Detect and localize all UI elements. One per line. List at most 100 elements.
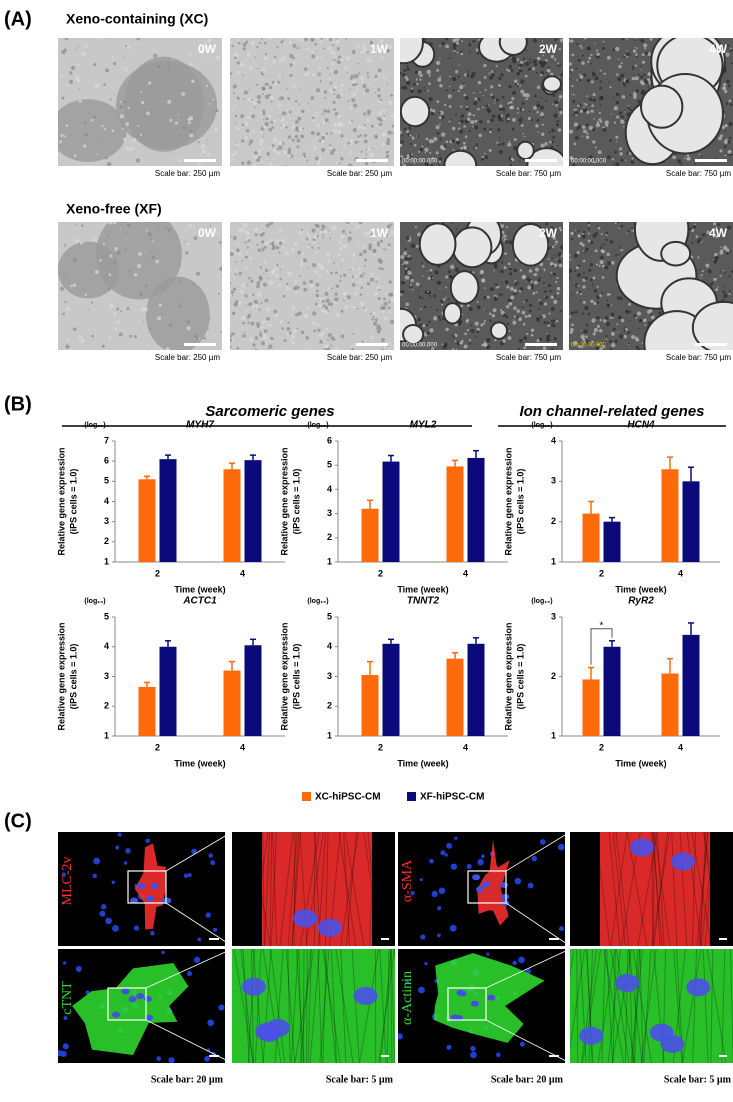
- texture: [312, 238, 316, 242]
- texture: [530, 284, 534, 288]
- texture: [112, 222, 117, 225]
- texture: [143, 307, 149, 312]
- texture: [113, 247, 118, 252]
- texture: [105, 68, 110, 73]
- texture: [378, 267, 381, 270]
- texture: [377, 258, 382, 263]
- striation: [330, 949, 337, 1063]
- texture: [267, 114, 272, 119]
- texture: [631, 65, 634, 68]
- texture: [113, 311, 117, 316]
- texture: [544, 290, 547, 293]
- texture: [329, 237, 332, 240]
- texture: [281, 87, 283, 89]
- texture: [542, 346, 547, 350]
- texture: [286, 282, 289, 286]
- texture: [635, 345, 639, 350]
- texture: [178, 305, 182, 308]
- texture: [452, 38, 457, 43]
- texture: [140, 100, 145, 105]
- texture: [262, 282, 268, 287]
- y-tick-label: 5: [327, 611, 332, 621]
- texture: [461, 313, 464, 315]
- texture: [285, 125, 288, 129]
- texture: [650, 313, 653, 316]
- texture: [557, 144, 559, 147]
- cell-nucleus: [150, 882, 159, 889]
- texture: [722, 245, 728, 250]
- texture: [246, 115, 250, 119]
- texture: [266, 317, 270, 321]
- texture: [306, 267, 309, 270]
- striation: [251, 832, 263, 946]
- texture: [474, 321, 479, 326]
- texture: [467, 112, 472, 117]
- texture: [240, 139, 245, 143]
- texture: [311, 246, 314, 249]
- texture: [532, 292, 536, 295]
- texture: [426, 69, 431, 75]
- texture: [315, 293, 320, 298]
- texture: [501, 120, 504, 122]
- texture: [569, 277, 571, 280]
- texture: [503, 111, 505, 113]
- striation: [247, 949, 256, 1063]
- significance-bracket: [590, 628, 613, 665]
- texture: [358, 222, 363, 224]
- texture: [431, 276, 434, 279]
- texture: [458, 64, 460, 66]
- bar: [682, 481, 700, 562]
- texture: [233, 56, 237, 60]
- texture: [380, 73, 383, 76]
- texture: [344, 65, 348, 69]
- texture: [435, 125, 440, 130]
- texture: [552, 136, 556, 139]
- texture: [559, 309, 563, 313]
- texture: [569, 315, 572, 318]
- texture: [363, 264, 366, 267]
- lumen: [691, 300, 733, 350]
- texture: [314, 156, 320, 161]
- texture: [641, 60, 645, 64]
- texture: [127, 223, 132, 228]
- texture: [617, 296, 621, 300]
- texture: [493, 269, 496, 272]
- texture: [500, 73, 504, 77]
- texture: [204, 41, 207, 44]
- striation: [317, 949, 323, 1063]
- texture: [340, 134, 344, 138]
- texture: [317, 328, 321, 332]
- texture: [480, 323, 484, 327]
- texture: [78, 334, 83, 339]
- texture: [379, 243, 382, 247]
- texture: [329, 88, 333, 93]
- texture: [701, 270, 704, 273]
- texture: [590, 278, 593, 282]
- texture: [459, 119, 464, 124]
- texture: [686, 157, 690, 161]
- texture: [302, 152, 306, 156]
- texture: [271, 144, 275, 147]
- texture: [278, 97, 281, 100]
- texture: [274, 314, 278, 318]
- texture: [705, 263, 710, 268]
- texture: [406, 154, 410, 158]
- nucleus: [210, 860, 216, 866]
- texture: [590, 80, 594, 84]
- texture: [353, 292, 358, 296]
- chart-title: ACTC1: [182, 596, 217, 607]
- striation: [335, 949, 354, 1063]
- texture: [455, 113, 458, 116]
- texture: [234, 270, 239, 275]
- texture: [644, 318, 647, 321]
- texture: [635, 316, 638, 319]
- texture: [617, 253, 620, 256]
- texture: [635, 338, 640, 342]
- texture: [435, 60, 441, 66]
- texture: [726, 79, 730, 84]
- striation: [309, 949, 321, 1063]
- y-tick-label: 1: [551, 730, 556, 740]
- texture: [626, 332, 629, 335]
- texture: [390, 319, 394, 324]
- texture: [527, 116, 532, 121]
